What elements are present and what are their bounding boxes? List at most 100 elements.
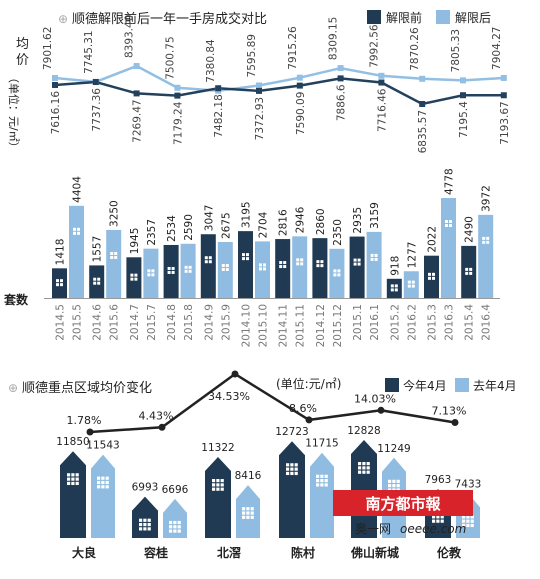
bar-tick-label: 2015.7	[146, 304, 158, 341]
building-window	[470, 519, 474, 523]
building-window	[173, 529, 177, 533]
series-before-label: 7737.36	[91, 88, 103, 132]
district-name: 伦教	[437, 545, 462, 560]
building-window	[316, 474, 320, 478]
building-window	[320, 474, 324, 478]
building-window	[143, 522, 147, 527]
series-before-label: 7886.6	[336, 84, 348, 121]
series-after-point	[256, 82, 262, 89]
bar-window-icon	[263, 263, 266, 267]
series-before-point	[337, 75, 344, 82]
building-window	[470, 523, 474, 528]
building-window	[392, 488, 396, 492]
building-window	[250, 515, 254, 519]
bar-window-icon	[188, 265, 192, 269]
building-window	[143, 518, 147, 522]
bar-window-icon	[320, 264, 324, 268]
district-bar-thisyear	[60, 451, 86, 538]
bar-before	[89, 265, 105, 298]
bar-window-icon	[316, 264, 320, 268]
building-window	[139, 527, 143, 531]
bar-window-icon	[204, 260, 208, 264]
bar-window-icon	[208, 260, 212, 264]
growth-label: 4.43%	[139, 409, 174, 422]
building-window	[290, 471, 294, 476]
bar-tick-label: 2015.3	[427, 304, 439, 341]
bar-window-icon	[320, 260, 324, 264]
bar-window-icon	[130, 277, 134, 281]
bar-window-icon	[316, 260, 320, 264]
bar-window-icon	[73, 231, 76, 235]
bar-window-icon	[110, 251, 114, 255]
district-name: 佛山新城	[350, 545, 399, 560]
bar-window-icon	[333, 273, 337, 277]
growth-point	[451, 419, 459, 427]
building-window	[432, 515, 436, 519]
building-window	[392, 479, 396, 483]
series-after-label: 8309.15	[328, 17, 340, 60]
bar-tick-label: 2015.8	[183, 304, 195, 341]
series-before-point	[419, 100, 426, 107]
series-after-point	[133, 63, 140, 70]
bar-before	[461, 245, 477, 298]
bar-tick-label: 2015.11	[295, 304, 307, 347]
bar-tick-label: 2014.7	[129, 304, 141, 341]
series-after-label: 7595.89	[246, 34, 258, 77]
bar-window-icon	[56, 283, 59, 287]
chart1-ylabel-unit: （单位：元/㎡）	[7, 72, 21, 153]
building-window	[366, 470, 370, 474]
bar-window-icon	[300, 258, 304, 262]
series-after-line	[54, 64, 504, 92]
legend-after-swatch	[436, 10, 450, 24]
bar-before	[275, 239, 291, 298]
svg-text:价: 价	[16, 53, 29, 68]
bar-window-icon	[97, 281, 101, 285]
chart3-title-icon: ⊕	[8, 381, 18, 395]
bar-tick-label: 2015.10	[258, 304, 270, 347]
building-window	[388, 484, 392, 488]
building-window	[177, 520, 181, 525]
building-window	[466, 519, 470, 523]
bar-window-icon	[246, 257, 249, 261]
bar-window-icon	[242, 253, 245, 257]
building-window	[169, 529, 173, 533]
district-name: 容桂	[143, 545, 168, 560]
building-window	[290, 463, 294, 467]
series-before-point	[256, 87, 262, 94]
bar-window-icon	[357, 258, 361, 262]
bar-window-icon	[114, 251, 118, 255]
series-after-label: 7992.56	[368, 24, 380, 68]
bar-window-icon	[167, 270, 171, 274]
bar-window-icon	[171, 270, 175, 274]
building-window	[366, 466, 370, 470]
bar-window-icon	[482, 240, 486, 244]
building-window	[177, 525, 181, 529]
bar-tick-label: 2016.3	[444, 304, 456, 341]
series-before-label: 7269.47	[132, 99, 144, 142]
bar-tick-label: 2015.1	[352, 304, 364, 341]
building-window	[324, 483, 328, 487]
bar-tick-label: 2015.4	[464, 304, 476, 341]
bar-window-icon	[432, 276, 435, 280]
building-window	[440, 515, 444, 519]
bar-tick-label: 2014.8	[166, 304, 178, 341]
bar-window-icon	[469, 267, 473, 271]
bar-window-icon	[486, 240, 490, 244]
bar-after	[106, 229, 122, 298]
bar-after-value: 3972	[481, 185, 493, 212]
series-before-label: 7716.46	[376, 88, 388, 132]
building-window	[220, 478, 224, 483]
building-window	[173, 520, 177, 525]
district-value-thisyear: 6993	[132, 482, 159, 494]
bar-after	[329, 248, 345, 298]
bar-window-icon	[60, 283, 63, 287]
bar-window-icon	[225, 264, 229, 268]
building-window	[242, 507, 246, 511]
bar-tick-label: 2015.2	[389, 304, 401, 341]
building-window	[67, 477, 71, 481]
bar-window-icon	[184, 265, 188, 269]
bar-window-icon	[337, 269, 341, 273]
building-window	[462, 523, 466, 528]
building-window	[67, 481, 71, 486]
district-value-lastyear: 7433	[455, 478, 482, 490]
